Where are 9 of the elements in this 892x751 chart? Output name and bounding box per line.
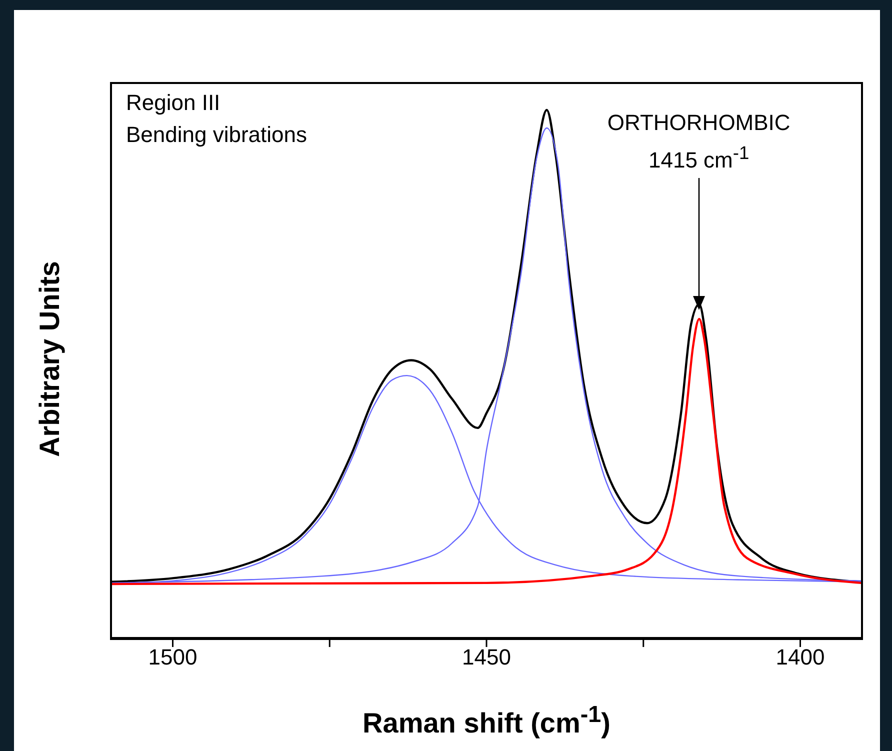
annotation: ORTHORHOMBIC [606,110,792,136]
annotation: Region III [126,90,220,116]
y-axis-title: Arbitrary Units [34,259,66,459]
x-axis-title: Raman shift (cm$^{-1}$) [362,701,612,740]
x-tick-label: 1450 [462,644,511,670]
annotation: Bending vibrations [126,122,308,148]
x-tick-label: 1500 [148,644,198,670]
x-tick-label: 1400 [776,644,825,670]
annotation: 1415 cm$^{-1}$ [648,142,750,174]
